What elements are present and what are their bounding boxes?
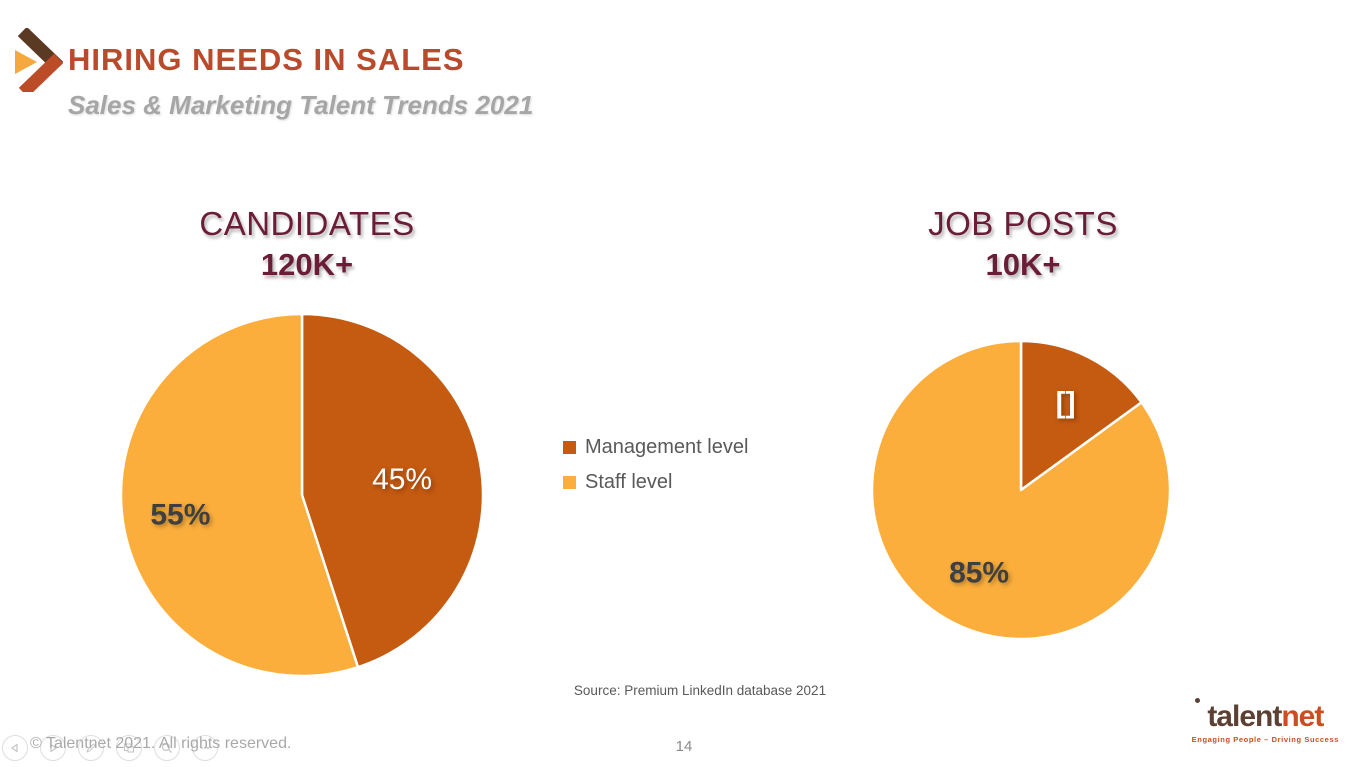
staff-swatch-icon <box>563 476 576 489</box>
management-swatch-icon <box>563 441 576 454</box>
page-number: 14 <box>675 738 693 755</box>
more-options-button[interactable] <box>192 735 218 761</box>
logo-tagline: Engaging People – Driving Success <box>1191 735 1339 744</box>
candidates-title: CANDIDATES <box>199 205 415 242</box>
logo-dot-icon <box>1194 698 1200 703</box>
pie-data-label: 55% <box>150 498 210 531</box>
pie-data-label: [] <box>1056 386 1076 419</box>
legend-item-staff: Staff level <box>563 465 748 500</box>
previous-arrow-icon <box>11 743 18 753</box>
jobposts-title: JOB POSTS <box>928 205 1118 242</box>
pie-slice-management-level <box>300 312 485 669</box>
ellipsis-icon <box>201 747 209 749</box>
zoom-slide-button[interactable] <box>154 735 180 761</box>
jobposts-heading-block: JOB POSTS 10K+ <box>833 205 1213 283</box>
talentnet-wordmark: talentnet <box>1192 698 1339 733</box>
logo-talent-text: talent <box>1207 700 1282 733</box>
next-slide-button[interactable] <box>40 735 66 761</box>
page-title: HIRING NEEDS IN SALES <box>68 42 465 77</box>
annotate-pen-button[interactable] <box>78 735 104 761</box>
jobposts-pie-chart: [] 85% <box>870 339 1172 641</box>
source-note: Source: Premium LinkedIn database 2021 <box>573 683 827 698</box>
pen-icon <box>86 743 96 753</box>
see-all-slides-button[interactable] <box>116 735 142 761</box>
candidates-count: 120K+ <box>260 247 354 282</box>
copyright-text: © Talentnet 2021. All rights reserved. <box>30 735 292 752</box>
pie-slice-staff-level <box>119 312 360 678</box>
talentnet-chevron-icon <box>15 28 63 92</box>
pie-data-label: 85% <box>949 556 1009 589</box>
next-arrow-icon <box>50 743 57 753</box>
pie-slice-management-level <box>1019 339 1143 492</box>
talentnet-logo: talentnet Engaging People – Driving Succ… <box>1191 698 1339 744</box>
legend-label-management: Management level <box>585 436 749 458</box>
magnifier-icon <box>161 742 172 753</box>
legend-item-management: Management level <box>563 430 748 465</box>
page-subtitle: Sales & Marketing Talent Trends 2021 <box>68 90 534 120</box>
chart-legend: Management level Staff level <box>563 430 748 500</box>
all-slides-icon <box>123 743 135 753</box>
candidates-pie-chart: 45% 55% <box>119 312 485 678</box>
pie-data-label: 45% <box>372 463 432 496</box>
candidates-heading-block: CANDIDATES 120K+ <box>117 205 497 283</box>
previous-slide-button[interactable] <box>2 735 28 761</box>
slideshow-controls <box>2 735 218 761</box>
legend-label-staff: Staff level <box>585 471 673 493</box>
jobposts-count: 10K+ <box>985 247 1061 282</box>
logo-net-text: net <box>1281 700 1324 733</box>
pie-slice-staff-level <box>870 339 1172 641</box>
